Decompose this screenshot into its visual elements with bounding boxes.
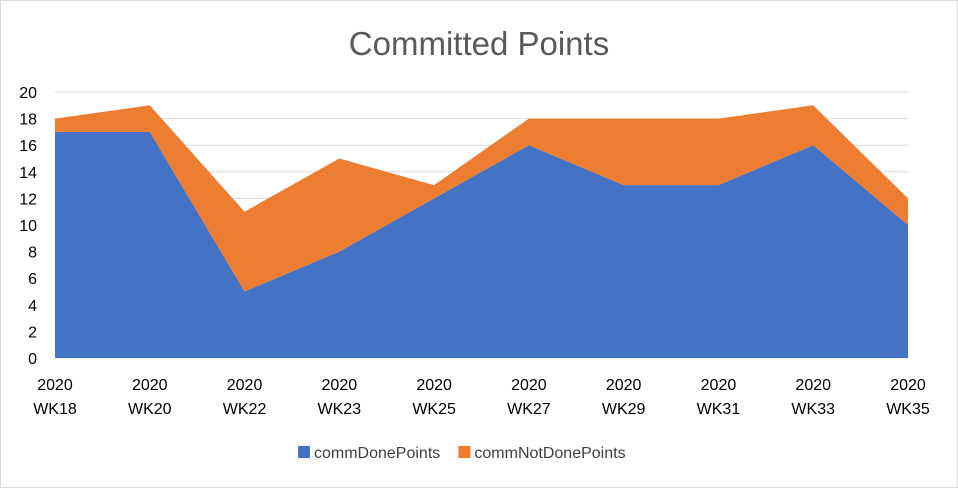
x-tick-label: 2020 WK33 bbox=[791, 377, 835, 418]
y-tick-label: 8 bbox=[28, 245, 37, 262]
y-tick-label: 2 bbox=[28, 324, 37, 341]
x-tick-label: 2020 WK35 bbox=[886, 377, 930, 418]
x-tick-label: 2020 WK22 bbox=[223, 377, 267, 418]
legend-label-commDonePoints: commDonePoints bbox=[314, 445, 440, 462]
y-tick-label: 10 bbox=[19, 218, 37, 235]
x-tick-label: 2020 WK23 bbox=[318, 377, 362, 418]
y-tick-label: 20 bbox=[19, 85, 37, 102]
area-series-commDonePoints bbox=[55, 131, 908, 358]
x-tick-label: 2020 WK20 bbox=[128, 377, 172, 418]
x-tick-label: 2020 WK18 bbox=[33, 377, 77, 418]
legend: commDonePoints commNotDonePoints bbox=[298, 445, 626, 462]
y-tick-label: 6 bbox=[28, 271, 37, 288]
x-axis-ticks: 2020 WK18 2020 WK20 2020 WK22 2020 WK23 2020 WK25… bbox=[33, 377, 930, 418]
legend-swatch-commNotDonePoints bbox=[458, 446, 471, 458]
x-tick-label: 2020 WK31 bbox=[697, 377, 741, 418]
y-tick-label: 18 bbox=[19, 112, 37, 129]
y-tick-label: 16 bbox=[19, 138, 37, 155]
y-tick-label: 14 bbox=[19, 165, 37, 182]
x-tick-label: 2020 WK29 bbox=[602, 377, 646, 418]
x-tick-label: 2020 WK25 bbox=[412, 377, 456, 418]
y-axis-ticks: 0 2 4 6 8 10 12 14 16 18 20 bbox=[19, 85, 37, 368]
y-tick-label: 4 bbox=[28, 298, 37, 315]
legend-swatch-commDonePoints bbox=[298, 446, 310, 458]
x-tick-label: 2020 WK27 bbox=[507, 377, 551, 418]
y-tick-label: 0 bbox=[28, 351, 37, 368]
y-tick-label: 12 bbox=[19, 191, 37, 208]
plot-areas bbox=[55, 105, 908, 358]
area-series-commNotDonePoints bbox=[55, 105, 908, 292]
chart-title: Committed Points bbox=[349, 25, 609, 62]
legend-label-commNotDonePoints: commNotDonePoints bbox=[474, 445, 625, 462]
